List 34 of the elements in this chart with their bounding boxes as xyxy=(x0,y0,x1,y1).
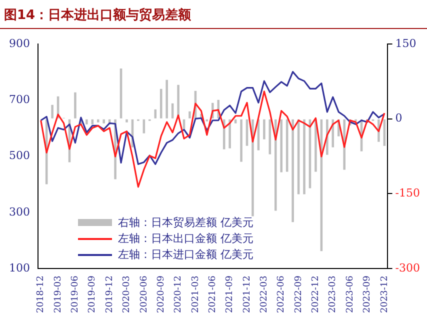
x-tick-label: 2020-09 xyxy=(156,275,166,314)
chart-title: 图14：日本进出口额与贸易差额 xyxy=(4,6,192,24)
x-tick-label: 2020-12 xyxy=(174,276,184,314)
x-tick-label: 2018-12 xyxy=(36,276,46,314)
y2-tick-label: -150 xyxy=(395,186,420,200)
x-tick-label: 2023-09 xyxy=(362,275,373,314)
x-tick-label: 2021-06 xyxy=(208,275,218,314)
x-tick-label: 2020-03 xyxy=(122,275,132,314)
y-tick-label: 700 xyxy=(8,93,30,106)
x-tick-label: 2022-03 xyxy=(260,275,270,314)
y-tick-label: 300 xyxy=(8,205,30,218)
x-tick-label: 2021-12 xyxy=(242,276,252,314)
y-tick-label: 900 xyxy=(8,36,30,50)
x-tick-label: 2023-06 xyxy=(345,275,356,314)
x-tick-label: 2023-03 xyxy=(328,275,338,314)
x-tick-label: 2020-06 xyxy=(139,275,150,314)
y-tick-label: 100 xyxy=(8,261,30,274)
legend-label: 右轴：日本贸易差额 亿美元 xyxy=(118,215,254,230)
x-tick-label: 2019-06 xyxy=(70,275,81,314)
x-tick-label: 2022-06 xyxy=(276,275,287,314)
x-tick-label: 2023-12 xyxy=(380,276,390,314)
x-tick-label: 2019-03 xyxy=(53,275,64,314)
legend-label: 左轴：日本出口金额 亿美元 xyxy=(118,231,254,246)
x-tick-label: 2021-03 xyxy=(190,275,201,314)
y2-tick-label: -300 xyxy=(395,261,420,274)
y-tick-label: 500 xyxy=(8,149,30,162)
x-tick-label: 2021-09 xyxy=(225,275,236,314)
y2-tick-label: 0 xyxy=(395,112,402,125)
x-tick-label: 2022-09 xyxy=(294,275,304,314)
x-tick-label: 2022-12 xyxy=(311,276,322,314)
legend-label: 左轴：日本进口金额 亿美元 xyxy=(118,247,254,262)
y2-tick-label: 150 xyxy=(395,36,416,50)
x-tick-label: 2019-12 xyxy=(104,276,115,314)
x-tick-label: 2019-09 xyxy=(88,275,98,314)
